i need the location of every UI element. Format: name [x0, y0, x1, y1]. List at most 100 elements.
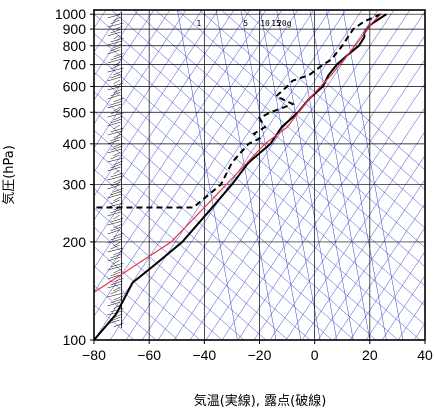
- wind-barb: [107, 67, 124, 73]
- wind-barb: [113, 34, 120, 40]
- dry-adiabat-line: [133, 10, 425, 268]
- adiabat-line: [381, 275, 425, 340]
- wind-barb: [113, 259, 120, 265]
- wind-barb: [107, 274, 120, 280]
- mixing-ratio-line: [259, 10, 321, 340]
- y-tick-label: 500: [63, 104, 87, 120]
- wind-barb: [107, 220, 123, 226]
- wind-barb: [107, 85, 123, 91]
- wind-barb: [107, 121, 121, 127]
- x-tick-label: −40: [192, 347, 216, 363]
- mixing-ratio-label: 1: [196, 19, 201, 28]
- wind-barb: [107, 112, 124, 118]
- wind-barb: [110, 208, 122, 214]
- wind-barb: [110, 181, 121, 187]
- wind-barb: [107, 175, 123, 181]
- x-tick-label: 20: [362, 347, 378, 363]
- wind-barb: [107, 31, 121, 37]
- adiabat-line: [333, 203, 425, 340]
- wind-barb: [107, 103, 122, 109]
- dry-adiabat-line: [94, 52, 421, 340]
- wind-barb: [110, 154, 120, 160]
- wind-barb: [113, 322, 124, 328]
- wind-barb: [107, 265, 123, 271]
- y-tick-label: 200: [63, 234, 87, 250]
- wind-barb: [110, 118, 122, 124]
- mixing-ratio-label: 20g: [277, 19, 292, 28]
- wind-barb: [113, 70, 123, 76]
- dry-adiabat-line: [94, 71, 399, 340]
- wind-barb: [113, 286, 121, 292]
- dry-adiabat-line: [221, 10, 425, 190]
- wind-barb: [113, 115, 123, 121]
- wind-barb: [113, 160, 123, 166]
- wind-barb: [113, 142, 124, 148]
- wind-barb: [110, 19, 120, 25]
- dry-adiabat-line: [94, 33, 425, 326]
- wind-barb: [107, 184, 120, 190]
- wind-barb: [110, 46, 121, 52]
- adiabat-line: [301, 155, 425, 340]
- x-tick-label: 40: [417, 347, 433, 363]
- wind-barb: [113, 16, 121, 22]
- adiabat-line: [109, 10, 331, 340]
- wind-barb: [110, 289, 120, 295]
- grid: [94, 10, 425, 340]
- dry-adiabat-line: [94, 149, 311, 340]
- wind-barb: [107, 94, 120, 100]
- wind-barb: [110, 307, 124, 313]
- adiabat-line: [285, 131, 425, 340]
- wind-barb: [110, 55, 123, 61]
- dry-adiabat-line: [94, 246, 201, 340]
- wind-barb: [107, 76, 121, 82]
- wind-barb: [113, 133, 122, 139]
- wind-barb: [107, 49, 120, 55]
- mixing-ratio-line: [177, 10, 238, 340]
- y-axis-title: 気圧(hPa): [1, 145, 17, 205]
- y-tick-label: 900: [63, 21, 87, 37]
- y-tick-label: 1000: [55, 6, 86, 22]
- wind-barb: [107, 256, 121, 262]
- dry-adiabat-line: [94, 207, 245, 340]
- x-tick-label: −20: [248, 347, 272, 363]
- wind-barb: [110, 82, 124, 88]
- adiabat-line: [269, 107, 425, 340]
- wind-barb: [113, 178, 122, 184]
- mixing-ratio-line: [342, 10, 404, 340]
- series-layer: [94, 13, 387, 340]
- wind-barb: [110, 262, 124, 268]
- wind-barb: [113, 214, 120, 220]
- wind-barb: [107, 283, 122, 289]
- wind-barb: [107, 22, 124, 28]
- wind-barb: [110, 235, 123, 241]
- wind-barb: [110, 226, 121, 232]
- wind-barb: [113, 196, 121, 202]
- wind-barb: [113, 124, 120, 130]
- dry-adiabat-line: [94, 91, 377, 340]
- wind-barb: [110, 199, 120, 205]
- wind-barb: [113, 79, 120, 85]
- wind-barb: [110, 136, 121, 142]
- wind-barb: [110, 172, 124, 178]
- dry-adiabat-line: [94, 168, 289, 340]
- wind-barbs: [107, 12, 124, 328]
- adiabat-line: [94, 10, 187, 149]
- wind-barb: [113, 43, 122, 49]
- wind-barb: [110, 127, 124, 133]
- adiabat-line: [349, 227, 425, 340]
- adiabat-line: [94, 10, 219, 197]
- y-tick-label: 400: [63, 136, 87, 152]
- wind-barb: [113, 52, 124, 58]
- wind-barb: [113, 151, 121, 157]
- wind-barb: [113, 97, 124, 103]
- wind-barb: [110, 253, 122, 259]
- wind-barb: [107, 157, 124, 163]
- x-axis: −80 −60 −40 −20 0 20 40: [82, 340, 433, 363]
- wind-barb: [110, 64, 120, 70]
- wind-barb: [110, 217, 124, 223]
- wind-barb: [110, 163, 122, 169]
- dry-adiabat-line: [94, 110, 355, 340]
- wind-barb: [107, 247, 124, 253]
- wind-barb: [110, 109, 120, 115]
